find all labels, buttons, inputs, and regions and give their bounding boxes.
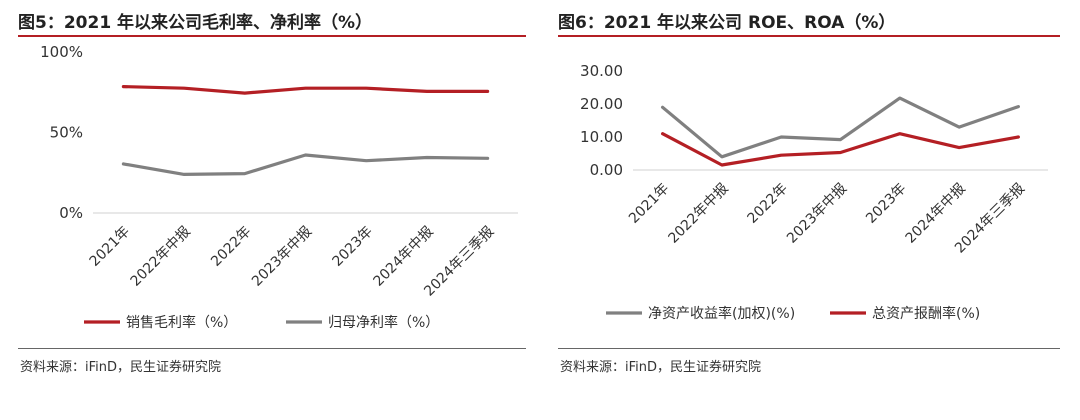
y-tick-label: 50% <box>50 124 83 142</box>
x-tick-label: 2021年 <box>626 180 672 226</box>
x-tick-label: 2023年中报 <box>784 180 850 246</box>
x-tick-label: 2023年 <box>863 180 909 226</box>
x-tick-label: 2022年 <box>208 223 254 269</box>
x-tick-label: 2022年 <box>745 180 791 226</box>
right-title: 图6：2021 年以来公司 ROE、ROA（%） <box>558 13 896 33</box>
x-tick-label: 2021年 <box>87 223 133 269</box>
right-source: 资料来源：iFinD，民生证券研究院 <box>560 360 762 375</box>
series-line-1 <box>660 96 1020 159</box>
left-title: 图5：2021 年以来公司毛利率、净利率（%） <box>18 13 373 33</box>
right-source-rule <box>558 348 1060 349</box>
series-line-2 <box>660 132 1020 167</box>
series-line-1 <box>121 84 490 95</box>
x-tick-label: 2023年 <box>330 223 376 269</box>
legend-label-1: 销售毛利率（%） <box>126 314 237 331</box>
legend-label-1: 净资产收益率(加权)(%) <box>648 305 795 322</box>
right-panel: 图6：2021 年以来公司 ROE、ROA（%） 0.00 10.00 20.00 3… <box>558 0 1060 420</box>
y-tick-label: 0.00 <box>590 161 623 179</box>
x-tick-label: 2022年中报 <box>665 180 731 246</box>
series-line-2 <box>121 153 490 176</box>
y-tick-label: 10.00 <box>580 128 623 146</box>
x-tick-label: 2022年中报 <box>128 223 194 289</box>
left-title-rule <box>18 35 526 37</box>
x-tick-label: 2023年中报 <box>249 223 315 289</box>
legend-label-2: 总资产报酬率(%) <box>872 305 980 322</box>
y-tick-label: 20.00 <box>580 95 623 113</box>
legend-label-2: 归母净利率（%） <box>328 314 439 331</box>
x-tick-label: 2024年中报 <box>903 180 969 246</box>
x-tick-label: 2024年中报 <box>370 223 436 289</box>
left-source: 资料来源：iFinD，民生证券研究院 <box>20 360 222 375</box>
left-source-rule <box>18 348 526 349</box>
left-panel: 图5：2021 年以来公司毛利率、净利率（%） 0% 50% 100% 2021年 20… <box>18 0 526 420</box>
right-title-rule <box>558 35 1060 37</box>
y-tick-label: 30.00 <box>580 62 623 80</box>
y-tick-label: 0% <box>59 204 83 222</box>
y-tick-label: 100% <box>40 43 83 61</box>
